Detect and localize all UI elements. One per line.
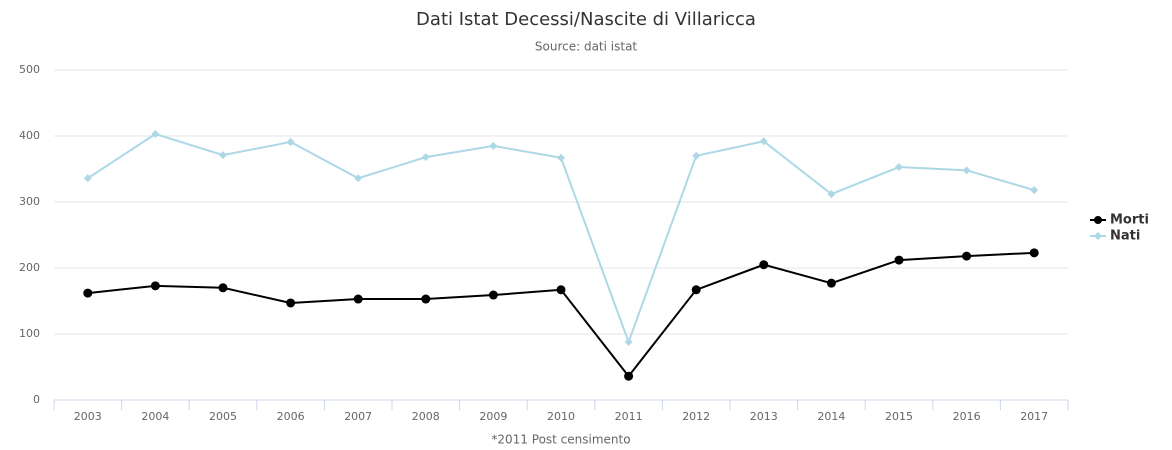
- point: [962, 251, 972, 261]
- x-tick-label: 2013: [750, 410, 778, 423]
- x-axis-label: *2011 Post censimento: [491, 433, 630, 447]
- point: [826, 278, 836, 288]
- x-tick-label: 2008: [412, 410, 440, 423]
- point: [421, 153, 430, 162]
- legend-label: Morti: [1110, 213, 1149, 228]
- x-tick-label: 2003: [74, 410, 102, 423]
- y-tick-label: 100: [19, 327, 40, 340]
- line-series: [87, 132, 1035, 345]
- point: [151, 130, 160, 139]
- y-tick-label: 300: [19, 195, 40, 208]
- point: [962, 166, 971, 175]
- x-tick-label: 2004: [141, 410, 169, 423]
- x-tick-label: 2005: [209, 410, 237, 423]
- point: [1030, 186, 1039, 195]
- point: [354, 174, 363, 183]
- point: [557, 153, 565, 162]
- point: [624, 337, 633, 346]
- point: [83, 288, 93, 298]
- point: [218, 283, 228, 293]
- x-tick-label: 2010: [547, 410, 575, 423]
- x-tick-label: 2006: [277, 410, 305, 423]
- y-tick-label: 400: [19, 129, 40, 142]
- x-tick-label: 2014: [817, 410, 845, 423]
- x-tick-label: 2012: [682, 410, 710, 423]
- x-tick-label: 2011: [615, 410, 643, 423]
- point: [488, 290, 498, 300]
- point: [421, 294, 431, 304]
- point: [83, 174, 92, 183]
- point: [286, 137, 295, 146]
- line-series: [87, 251, 1035, 378]
- y-tick-label: 0: [33, 393, 40, 406]
- legend-symbol: [1094, 216, 1102, 224]
- point: [219, 151, 227, 160]
- point: [1029, 248, 1039, 258]
- y-tick-label: 200: [19, 261, 40, 274]
- legend-symbol: [1094, 232, 1102, 240]
- y-tick-label: 500: [19, 63, 40, 76]
- point: [691, 285, 701, 295]
- point: [895, 163, 903, 172]
- point: [759, 260, 769, 270]
- point: [150, 281, 160, 291]
- point: [624, 371, 634, 381]
- point: [286, 298, 296, 308]
- point: [692, 151, 701, 160]
- chart-subtitle: Source: dati istat: [535, 40, 638, 54]
- x-tick-label: 2009: [479, 410, 507, 423]
- point: [489, 141, 498, 150]
- x-tick-label: 2007: [344, 410, 372, 423]
- x-tick-label: 2015: [885, 410, 913, 423]
- x-tick-label: 2017: [1020, 410, 1048, 423]
- point: [556, 285, 566, 295]
- point: [759, 137, 768, 146]
- point: [894, 255, 904, 265]
- point: [827, 190, 836, 199]
- point: [353, 294, 363, 304]
- legend-label: Nati: [1110, 229, 1140, 244]
- chart-title: Dati Istat Decessi/Nascite di Villaricca: [416, 9, 756, 30]
- x-tick-label: 2016: [953, 410, 981, 423]
